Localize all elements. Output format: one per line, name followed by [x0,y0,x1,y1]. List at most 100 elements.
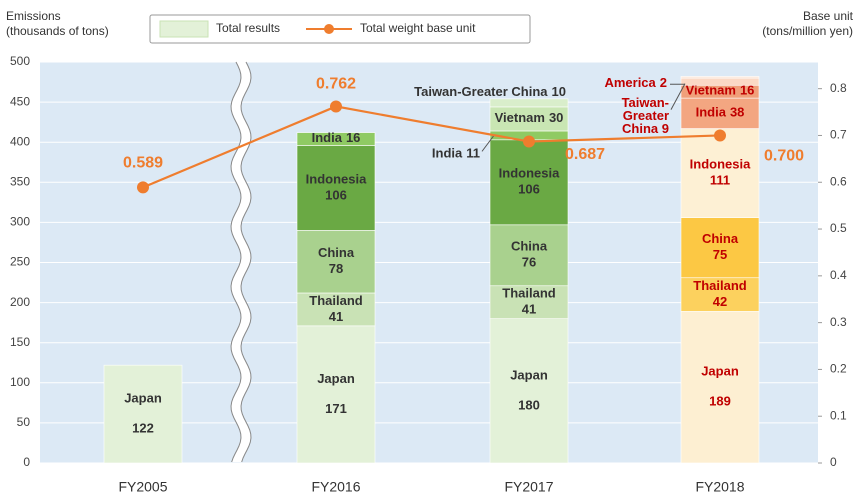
bar-segment [489,139,569,226]
segment-value: 106 [518,182,540,197]
segment-name: Thailand [309,293,363,308]
line-value-label: 0.700 [764,148,804,165]
segment-label-box: Taiwan-Greater China 9 [621,95,669,136]
segment-name: Vietnam [495,110,545,125]
segment-label: India 38 [696,105,745,120]
segment-name: Thailand [693,278,747,293]
segment-name: Taiwan-Greater China [414,84,548,99]
segment-label: Taiwan-Greater China 10 [414,84,566,99]
bar-segment [296,230,376,294]
y-tick-label: 250 [10,255,30,269]
line-point [714,129,726,142]
segment-value: 9 [661,120,669,136]
segment-name: China [702,231,739,246]
line-point [137,181,149,194]
segment-name: Japan [701,364,739,379]
legend-marker [324,24,334,34]
bar-segment [296,132,376,146]
y2-axis-title: Base unit (tons/million yen) [762,9,853,38]
segment-name: Japan [510,367,548,382]
legend-label: Total weight base unit [360,21,476,35]
segment-name: Japan [124,391,162,406]
y-tick-label: 300 [10,215,30,229]
segment-name: Thailand [502,286,556,301]
bar-segment [296,325,376,464]
segment-name: America [604,76,656,91]
bar-segment [489,285,569,319]
segment-name: China [511,239,548,254]
segment-name: Indonesia [690,157,751,172]
segment-label: Vietnam 30 [495,110,564,125]
segment-value: 11 [466,146,480,161]
segment-value: 122 [132,421,154,436]
y2-tick-label: 0 [830,455,837,469]
segment-value: 180 [518,397,540,412]
segment-value: 41 [329,309,343,324]
bar-segment [489,318,569,464]
y2-tick-label: 0.6 [830,174,847,188]
y2-tick-label: 0.2 [830,362,847,376]
y-tick-label: 50 [17,415,31,429]
segment-value: 171 [325,401,347,416]
segment-value: 75 [713,247,727,262]
bar-segment [680,277,760,312]
legend-swatch [159,20,209,38]
segment-name: Vietnam [686,83,736,98]
segment-value: 189 [709,394,731,409]
leader-line [481,135,495,152]
y2-tick-label: 0.7 [830,128,847,142]
bar-segment [103,364,183,464]
y-tick-label: 450 [10,94,30,108]
segment-name: India [312,130,343,145]
axis-break-edge [240,61,252,463]
segment-label: Vietnam 16 [686,83,755,98]
segment-value: 38 [730,105,744,120]
legend-label: Total results [216,21,280,35]
y2-tick-label: 0.3 [830,315,847,329]
segment-label: America 2 [604,76,667,91]
x-tick-label: FY2017 [504,479,553,495]
line-series [142,105,721,189]
y2-tick-label: 0.5 [830,221,847,235]
segment-value: 30 [549,110,563,125]
y-axis-title: Emissions (thousands of tons) [6,9,109,38]
segment-name: Taiwan-Greater China [621,95,669,136]
segment-name: China [318,245,355,260]
segment-value: 2 [660,76,667,91]
bar-segment [680,77,760,86]
bar-segment [680,311,760,464]
line-value-label: 0.589 [123,155,163,172]
segment-value: 111 [710,173,730,188]
line-value-label: 0.762 [316,76,356,93]
bar-segment [680,128,760,218]
bar-segment [680,217,760,279]
y-tick-label: 400 [10,134,30,148]
segment-label: India 16 [312,130,361,145]
x-tick-label: FY2005 [118,479,167,495]
segment-value: 76 [522,255,536,270]
y-tick-label: 350 [10,174,30,188]
y2-tick-label: 0.1 [830,408,847,422]
segment-label: India 11 [432,146,480,161]
bar-segment [680,97,760,129]
line-point [523,135,535,148]
y-tick-label: 0 [23,455,30,469]
y-tick-label: 200 [10,295,30,309]
y2-tick-label: 0.4 [830,268,847,282]
segment-value: 10 [552,84,566,99]
segment-value: 41 [522,302,536,317]
y-tick-label: 150 [10,335,30,349]
segment-value: 16 [740,83,754,98]
leader-line [670,83,686,110]
line-value-label: 0.687 [565,146,605,163]
segment-value: 42 [713,294,727,309]
bar-segment [680,76,760,79]
segment-name: Japan [317,371,355,386]
segment-value: 106 [325,187,347,202]
x-tick-label: FY2018 [695,479,744,495]
y2-tick-label: 0.8 [830,81,847,95]
bar-segment [296,292,376,327]
segment-value: 16 [346,130,360,145]
